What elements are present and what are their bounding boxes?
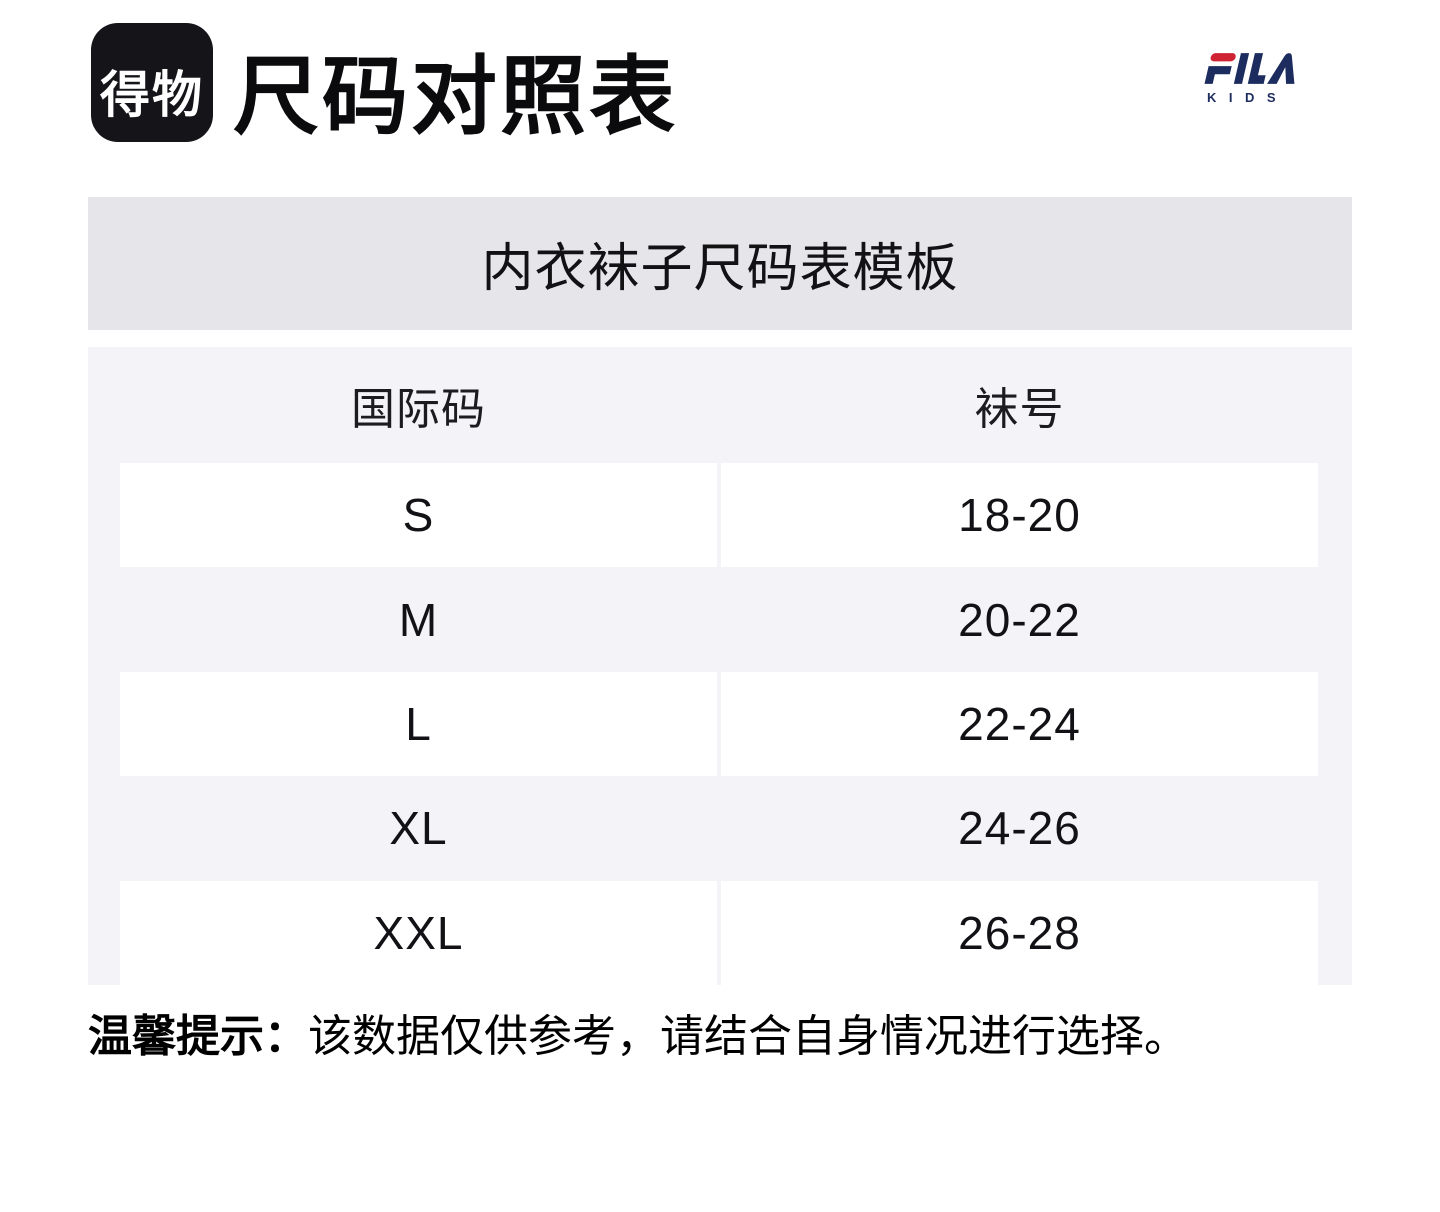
- size-table: 国际码 袜号 S 18-20 M 20-22 L 22-24 XL 24-26 …: [88, 347, 1352, 985]
- column-header-sock-size: 袜号: [974, 385, 1065, 434]
- table-header-row: 国际码 袜号: [120, 347, 1318, 463]
- size-cell: XL: [389, 802, 448, 855]
- sock-cell: 18-20: [721, 463, 1318, 568]
- fila-wordmark-icon: [1204, 53, 1295, 84]
- table-title: 内衣袜子尺码表模板: [481, 240, 959, 298]
- column-header-intl-size: 国际码: [351, 385, 486, 434]
- disclaimer-label: 温馨提示：: [88, 1012, 308, 1061]
- sock-cell: 20-22: [958, 593, 1081, 646]
- table-row: XL 24-26: [120, 776, 1318, 880]
- fila-kids-logo: KIDS: [1202, 53, 1302, 105]
- disclaimer: 温馨提示：该数据仅供参考，请结合自身情况进行选择。: [88, 1006, 1188, 1068]
- table-row: L 22-24: [120, 671, 1318, 777]
- fila-kids-label: KIDS: [1207, 90, 1289, 105]
- page-title: 尺码对照表: [233, 49, 678, 145]
- sock-cell: 22-24: [721, 671, 1318, 777]
- size-cell: XXL: [120, 880, 717, 985]
- table-row: M 20-22: [120, 567, 1318, 671]
- disclaimer-text: 该数据仅供参考，请结合自身情况进行选择。: [308, 1012, 1188, 1061]
- table-row: XXL 26-28: [120, 880, 1318, 985]
- size-cell: M: [398, 593, 439, 646]
- table-title-banner: 内衣袜子尺码表模板: [88, 197, 1352, 330]
- size-cell: L: [120, 671, 717, 777]
- sock-cell: 24-26: [958, 802, 1081, 855]
- size-cell: S: [120, 463, 717, 568]
- sock-cell: 26-28: [721, 880, 1318, 985]
- dewu-logo-text: 得物: [100, 66, 204, 123]
- table-row: S 18-20: [120, 463, 1318, 568]
- dewu-logo: 得物: [91, 23, 213, 142]
